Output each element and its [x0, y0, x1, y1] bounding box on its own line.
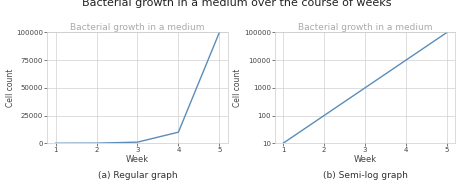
Title: Bacterial growth in a medium: Bacterial growth in a medium — [298, 23, 432, 32]
Text: Bacterial growth in a medium over the course of weeks: Bacterial growth in a medium over the co… — [82, 0, 392, 8]
Title: Bacterial growth in a medium: Bacterial growth in a medium — [70, 23, 205, 32]
Text: (a) Regular graph: (a) Regular graph — [98, 171, 177, 180]
Y-axis label: Cell count: Cell count — [6, 69, 15, 107]
X-axis label: Week: Week — [354, 155, 376, 164]
X-axis label: Week: Week — [126, 155, 149, 164]
Text: (b) Semi-log graph: (b) Semi-log graph — [322, 171, 408, 180]
Y-axis label: Cell count: Cell count — [233, 69, 242, 107]
